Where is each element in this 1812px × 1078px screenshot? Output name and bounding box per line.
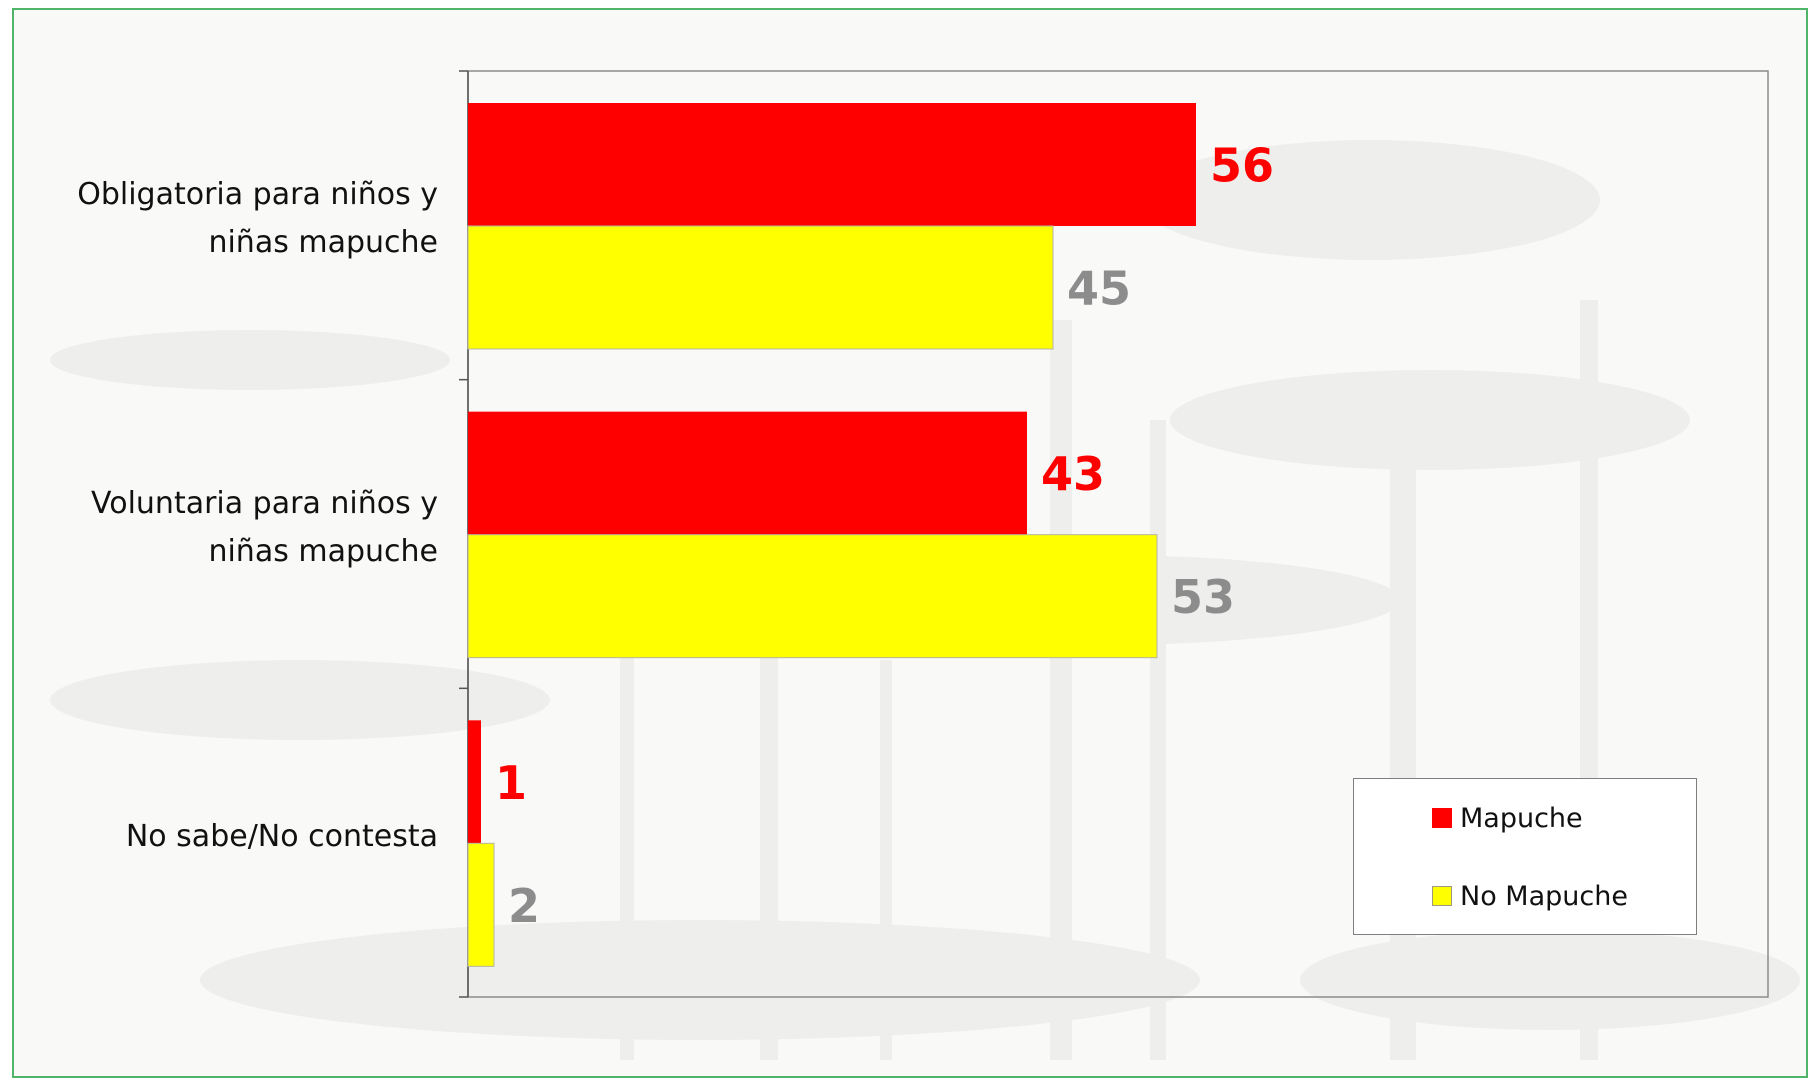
category-label-line: niñas mapuche [208,225,438,261]
data-label: 45 [1067,262,1131,316]
bar-mapuche-0 [468,103,1196,226]
category-label-line: niñas mapuche [208,534,438,569]
category-label-line: No sabe/No contesta [125,818,438,854]
data-label: 43 [1041,447,1105,501]
bar-no-mapuche-2 [467,842,495,967]
category-label: No sabe/No contesta [18,813,438,861]
category-label-line: Voluntaria para niños y [91,486,438,521]
category-label: Obligatoria para niños y niñas mapuche [18,171,438,267]
bar-mapuche-1 [468,411,1027,535]
bar-mapuche-2 [468,720,481,844]
data-labels: 56 45 43 53 1 2 [495,139,1274,933]
legend-item: Mapuche [1432,801,1583,835]
category-label-line: Obligatoria para niños y [77,177,438,213]
category-axis [459,70,469,998]
legend-label: No Mapuche [1460,880,1628,912]
data-label: 56 [1210,139,1274,193]
bars [467,103,1196,967]
bar-no-mapuche-1 [467,534,1158,659]
legend-swatch [1432,808,1452,828]
data-label: 2 [508,879,540,933]
legend-item: No Mapuche [1432,879,1628,913]
category-label: Voluntaria para niños y niñas mapuche [18,480,438,576]
data-label: 53 [1171,570,1235,624]
bar-no-mapuche-0 [467,225,1054,350]
data-label: 1 [495,756,527,810]
legend-swatch [1432,886,1452,906]
legend-label: Mapuche [1460,802,1583,834]
legend: Mapuche No Mapuche [1353,778,1697,935]
